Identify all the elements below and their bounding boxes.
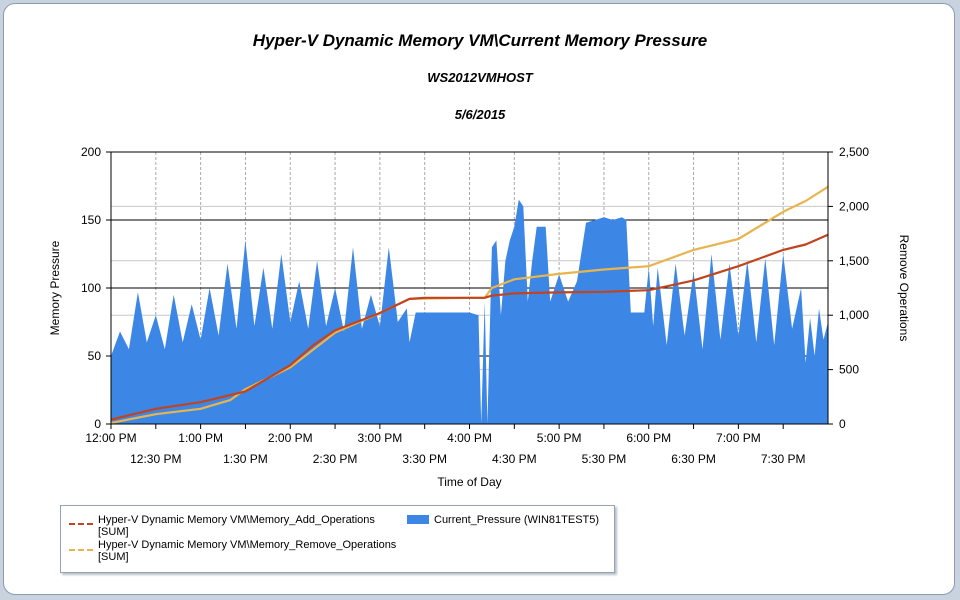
x-minor-tick-label: 3:30 PM <box>402 452 447 466</box>
line-series <box>110 185 829 424</box>
x-major-tick-label: 5:00 PM <box>537 431 582 445</box>
x-major-tick-label: 12:00 PM <box>85 431 136 445</box>
x-minor-tick-label: 4:30 PM <box>492 452 537 466</box>
legend-label-add-line1: Hyper-V Dynamic Memory VM\Memory_Add_Ope… <box>98 514 375 526</box>
x-major-tick-label: 6:00 PM <box>626 431 671 445</box>
chart-frame <box>3 3 955 595</box>
legend-label-remove: Hyper-V Dynamic Memory VM\Memory_Remove_… <box>98 539 396 563</box>
legend-swatch-pressure <box>407 515 429 524</box>
y-left-tick-label: 0 <box>94 417 101 431</box>
legend-label-remove-line2: [SUM] <box>98 551 129 563</box>
y-right-tick-label: 1,000 <box>839 308 869 322</box>
chart-title: Hyper-V Dynamic Memory VM\Current Memory… <box>252 31 708 50</box>
y-right-tick-label: 1,500 <box>839 254 869 268</box>
y-right-tick-label: 0 <box>839 417 846 431</box>
x-major-tick-label: 3:00 PM <box>358 431 403 445</box>
y-right-tick-label: 500 <box>839 363 859 377</box>
y-left-tick-label: 150 <box>81 213 101 227</box>
legend: Hyper-V Dynamic Memory VM\Memory_Add_Ope… <box>60 505 615 573</box>
legend-label-pressure: Current_Pressure (WIN81TEST5) <box>434 514 600 526</box>
legend-label-add-line2: [SUM] <box>98 526 129 538</box>
x-minor-tick-label: 12:30 PM <box>130 452 181 466</box>
y-left-tick-label: 50 <box>88 349 102 363</box>
y-left-tick-label: 100 <box>81 281 101 295</box>
y-right-tick-label: 2,500 <box>839 145 869 159</box>
x-minor-tick-label: 7:30 PM <box>761 452 806 466</box>
legend-label-add: Hyper-V Dynamic Memory VM\Memory_Add_Ope… <box>98 514 375 538</box>
axis-ticks: 0 50 100 150 200 0 500 1,000 1,500 2,000 2,500 12:0… <box>81 145 869 466</box>
x-axis-title: Time of Day <box>437 475 501 489</box>
x-minor-tick-label: 5:30 PM <box>582 452 627 466</box>
x-minor-tick-label: 6:30 PM <box>671 452 716 466</box>
chart-date: 5/6/2015 <box>454 107 506 122</box>
chart-subtitle: WS2012VMHOST <box>427 70 533 85</box>
y-axis-right-title: Remove Operations <box>897 235 911 342</box>
x-major-tick-label: 2:00 PM <box>268 431 313 445</box>
x-major-tick-label: 1:00 PM <box>178 431 223 445</box>
line-add-operations <box>110 233 829 421</box>
x-major-tick-label: 4:00 PM <box>447 431 492 445</box>
x-major-tick-label: 7:00 PM <box>716 431 761 445</box>
x-minor-tick-label: 2:30 PM <box>313 452 358 466</box>
legend-label-remove-line1: Hyper-V Dynamic Memory VM\Memory_Remove_… <box>98 539 397 551</box>
x-minor-tick-label: 1:30 PM <box>223 452 268 466</box>
legend-swatch-remove <box>69 549 93 551</box>
y-left-tick-label: 200 <box>81 145 101 159</box>
legend-swatch-add <box>69 523 93 525</box>
y-axis-left-title: Memory Pressure <box>48 240 62 335</box>
y-right-tick-label: 2,000 <box>839 199 869 213</box>
